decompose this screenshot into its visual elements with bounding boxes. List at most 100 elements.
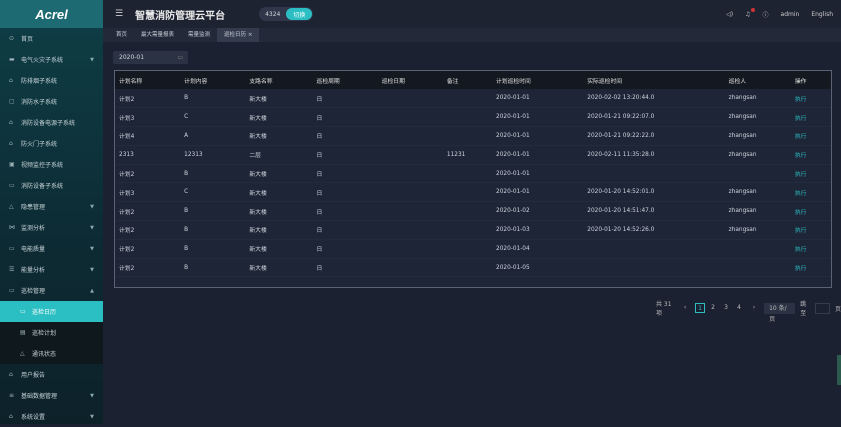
- tab[interactable]: 需量监测: [181, 28, 217, 42]
- execute-link[interactable]: 执行: [790, 220, 831, 240]
- sidebar-item[interactable]: ⌂ 防排烟子系统: [0, 70, 103, 91]
- sidebar-item[interactable]: ▭ 巡检日历: [0, 301, 103, 322]
- table-cell: 新大楼: [245, 126, 313, 146]
- chevron-down-icon: ▼: [90, 224, 94, 231]
- tab[interactable]: 巡检日历 ×: [217, 28, 260, 42]
- sidebar-item[interactable]: △ 隐患管理 ▼: [0, 196, 103, 217]
- sidebar-item[interactable]: ⌂ 防火门子系统: [0, 133, 103, 154]
- tab-bar: 首页 最大需量报表 需量监测 巡检日历 ×: [103, 28, 841, 42]
- tab[interactable]: 首页: [109, 28, 134, 42]
- table-cell: 2020-01-05: [492, 258, 584, 278]
- switch-button[interactable]: 切换: [286, 8, 313, 20]
- sidebar-item[interactable]: ☰ 能量分析 ▼: [0, 259, 103, 280]
- table-cell: [442, 239, 492, 259]
- warning-icon: △: [9, 203, 14, 210]
- device-icon: ▭: [9, 182, 15, 189]
- sidebar-item[interactable]: ⊙ 首页: [0, 28, 103, 49]
- menu-toggle-icon[interactable]: ☰: [115, 9, 124, 19]
- execute-link[interactable]: 执行: [790, 107, 831, 128]
- notification-dot: [750, 7, 755, 12]
- column-header: 巡检周期: [312, 71, 378, 89]
- table-cell: 2020-01-20 14:52:26.0: [583, 220, 725, 240]
- tab[interactable]: 最大需量报表: [134, 28, 181, 42]
- page-unit-label: 页: [834, 305, 841, 313]
- help-icon[interactable]: ⓘ: [762, 11, 769, 19]
- table-cell: C: [180, 107, 246, 128]
- table-cell: 2020-01-02: [492, 201, 584, 222]
- chevron-down-icon: ▼: [90, 266, 94, 273]
- user-menu[interactable]: admin: [780, 10, 800, 18]
- sidebar-item[interactable]: ▬ 电气火灾子系统 ▼: [0, 49, 103, 70]
- bell-icon[interactable]: ♫: [745, 7, 755, 18]
- chevron-down-icon: ▼: [90, 245, 94, 252]
- table-row: 计划2 B 新大楼日 2020-01-05 执行: [115, 258, 831, 278]
- signal-icon: △: [20, 350, 25, 357]
- table-cell: [442, 182, 492, 203]
- page-button[interactable]: 1: [695, 303, 706, 313]
- sidebar-item[interactable]: ≡ 基础数据管理 ▼: [0, 385, 103, 406]
- execute-link[interactable]: 执行: [790, 258, 831, 278]
- table-cell: zhangsan: [724, 182, 791, 203]
- table-cell: 新大楼: [245, 201, 313, 222]
- month-picker[interactable]: 2020-01 ▭: [113, 51, 188, 64]
- inspection-table: 计划名称 计划内容 支路名称 巡检周期 巡检日期 备注 计划巡检时间 实际巡检时间 巡检人 操作计…: [114, 70, 832, 288]
- sidebar-item[interactable]: ⌂ 系统设置 ▼: [0, 406, 103, 427]
- home-icon: ⊙: [9, 35, 15, 42]
- table-cell: 12313: [180, 145, 246, 165]
- table-cell: B: [180, 239, 246, 259]
- sidebar-item[interactable]: ▣ 视频监控子系统: [0, 154, 103, 175]
- table-cell: 计划2: [115, 201, 181, 222]
- execute-link[interactable]: 执行: [790, 182, 831, 203]
- execute-link[interactable]: 执行: [790, 126, 831, 146]
- table-cell: 2020-01-20 14:51:47.0: [583, 201, 725, 222]
- table-cell: 二层: [245, 145, 313, 165]
- table-cell: [377, 201, 443, 222]
- next-page-button[interactable]: ›: [752, 304, 756, 311]
- table-cell: B: [180, 201, 246, 222]
- sidebar-item[interactable]: ⌂ 用户报告: [0, 364, 103, 385]
- table-cell: 2020-01-01: [492, 89, 584, 109]
- door-icon: ⌂: [9, 140, 13, 147]
- page-button[interactable]: 4: [737, 304, 741, 311]
- page-size-select[interactable]: 10 条/页: [764, 302, 796, 323]
- page-button[interactable]: 2: [711, 304, 715, 311]
- execute-link[interactable]: 执行: [790, 89, 831, 109]
- table-cell: 2020-02-02 13:20:44.0: [583, 89, 725, 109]
- water-icon: ▢: [9, 98, 15, 105]
- chevron-down-icon: ▼: [90, 392, 94, 399]
- table-cell: 计划2: [115, 89, 181, 109]
- table-cell: 新大楼: [245, 258, 313, 278]
- project-count: 4324: [265, 10, 281, 18]
- table-cell: [377, 107, 443, 128]
- table-cell: 2020-01-04: [492, 239, 584, 259]
- table-cell: 2020-02-11 11:35:28.0: [583, 145, 725, 165]
- table-cell: A: [180, 126, 246, 146]
- sidebar-item[interactable]: ▭ 巡检管理 ▲: [0, 280, 103, 301]
- prev-page-button[interactable]: ‹: [683, 304, 687, 311]
- execute-link[interactable]: 执行: [790, 201, 831, 222]
- scrollbar[interactable]: [837, 355, 841, 385]
- sidebar-item[interactable]: △ 通讯状态: [0, 343, 103, 364]
- sidebar-item[interactable]: ▤ 巡检计划: [0, 322, 103, 343]
- sidebar-item[interactable]: ⋈ 监测分析 ▼: [0, 217, 103, 238]
- table-cell: 2020-01-01: [492, 107, 584, 128]
- table-cell: 计划4: [115, 126, 181, 146]
- execute-link[interactable]: 执行: [790, 239, 831, 259]
- goto-page-input[interactable]: [814, 302, 830, 314]
- table-cell: zhangsan: [724, 201, 791, 222]
- sidebar-item[interactable]: ⌂ 消防设备电源子系统: [0, 112, 103, 133]
- sidebar-item[interactable]: ▢ 消防水子系统: [0, 91, 103, 112]
- execute-link[interactable]: 执行: [790, 145, 831, 165]
- speaker-icon[interactable]: ◁): [726, 10, 734, 18]
- sidebar-item[interactable]: ▭ 电能质量 ▼: [0, 238, 103, 259]
- page-button[interactable]: 3: [724, 304, 728, 311]
- sidebar-item[interactable]: ▭ 消防设备子系统: [0, 175, 103, 196]
- execute-link[interactable]: 执行: [790, 164, 831, 184]
- table-cell: 计划2: [115, 239, 181, 259]
- table-cell: B: [180, 89, 246, 109]
- close-icon[interactable]: ×: [247, 32, 253, 38]
- table-cell: 2020-01-21 09:22:22.0: [583, 126, 725, 146]
- table-cell: zhangsan: [724, 107, 791, 128]
- language-switch[interactable]: English: [811, 10, 833, 18]
- table-cell: B: [180, 258, 246, 278]
